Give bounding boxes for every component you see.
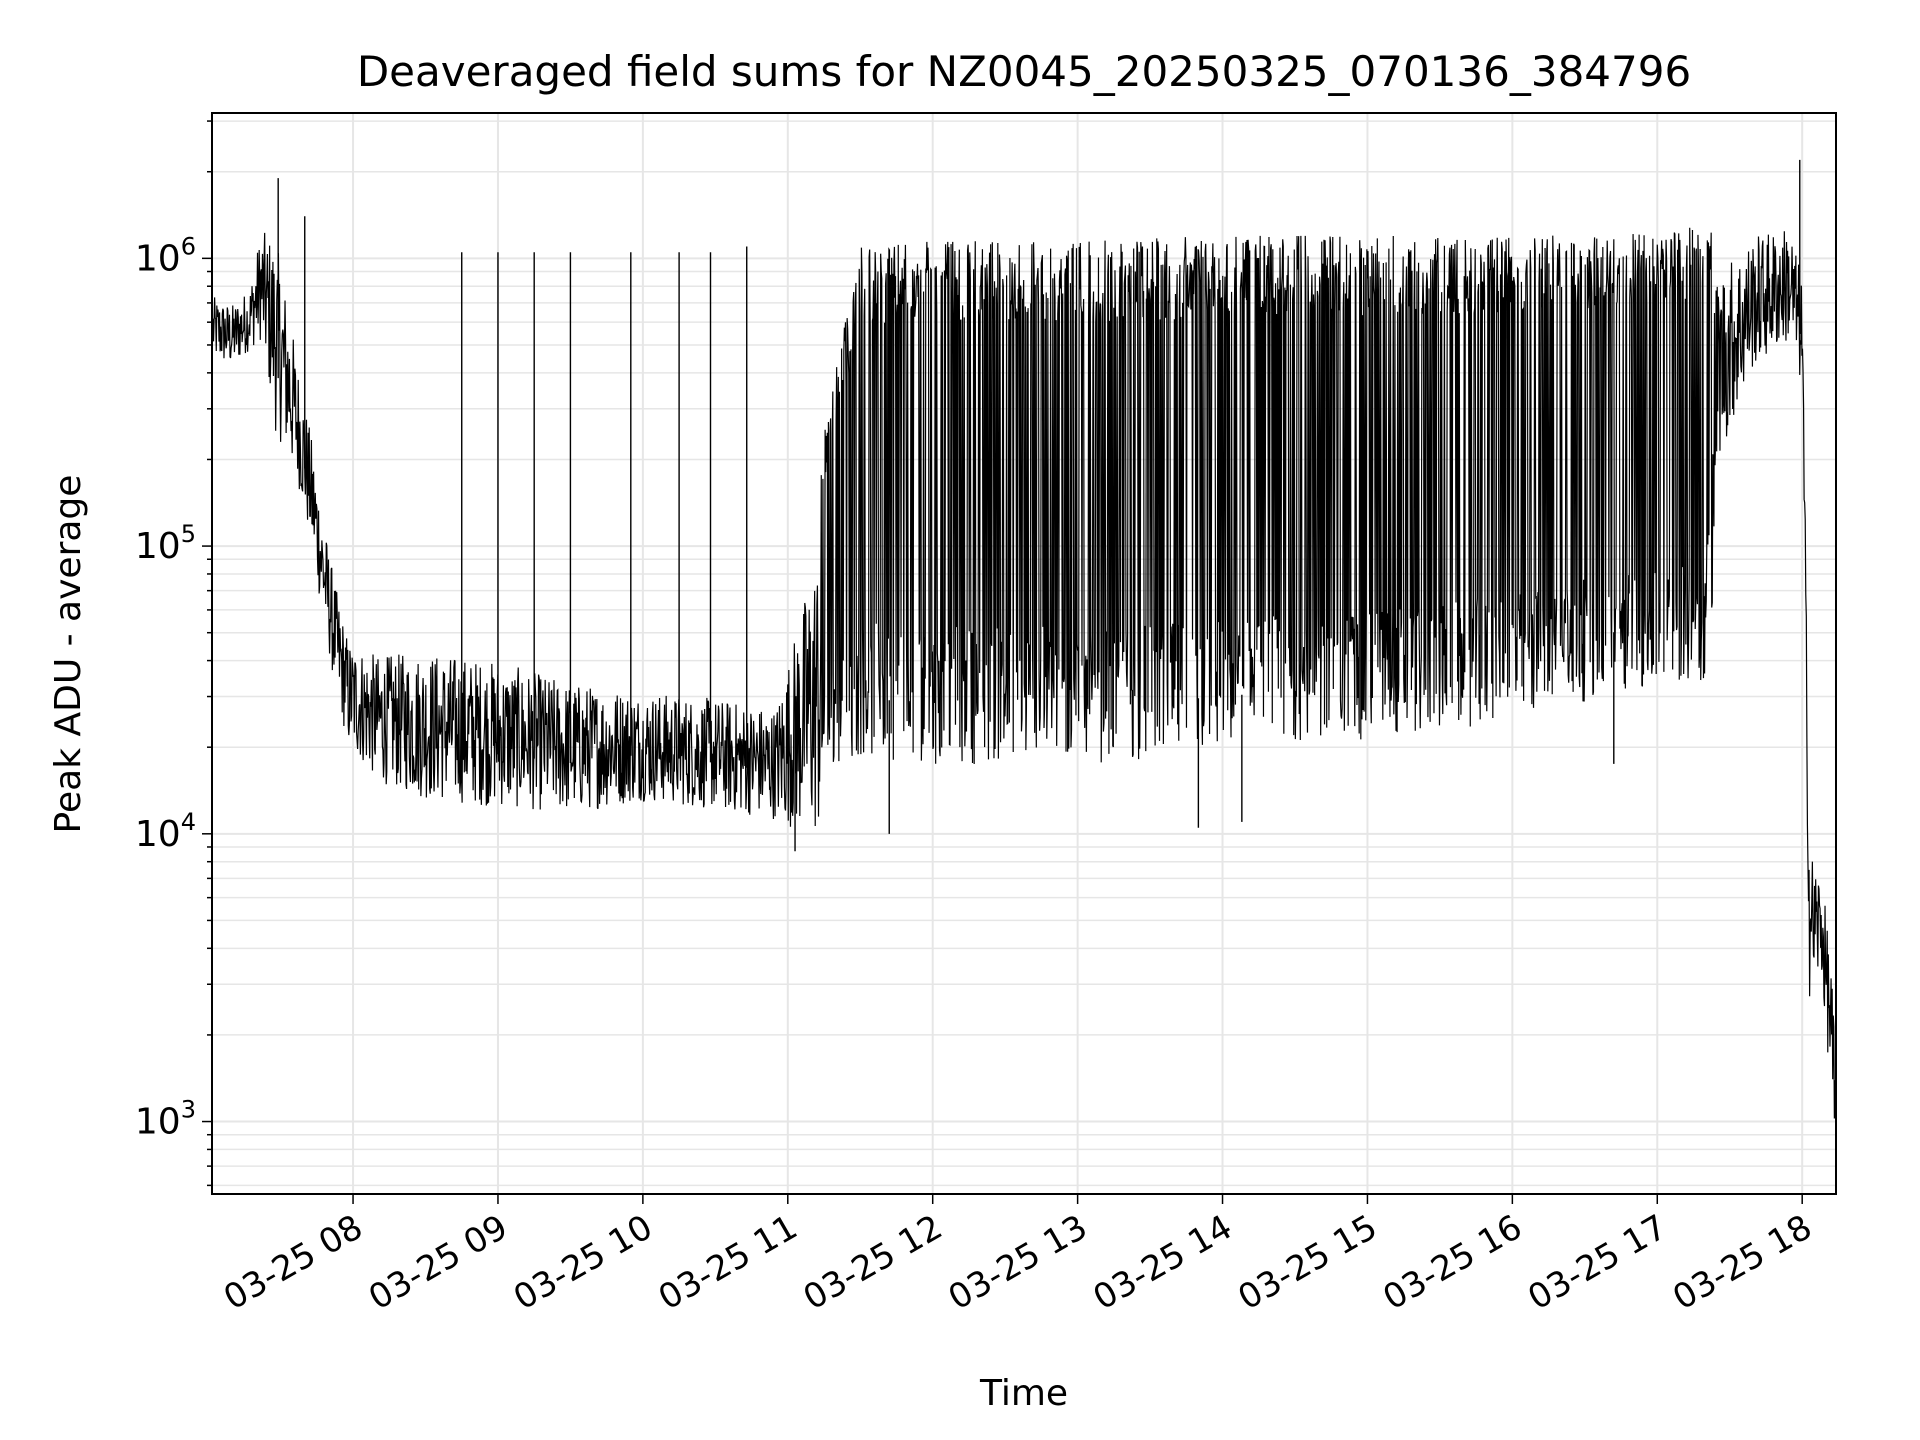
y-tick-label: 106 <box>135 232 196 279</box>
y-axis-label: Peak ADU - average <box>48 475 89 834</box>
y-tick-label: 105 <box>135 520 196 567</box>
y-tick-label: 104 <box>135 808 196 855</box>
y-axis: 103 104 105 106 <box>135 120 212 1187</box>
chart-title: Deaveraged field sums for NZ0045_2025032… <box>357 47 1691 96</box>
x-axis-label: Time <box>979 1373 1068 1414</box>
series-line <box>212 227 1836 1119</box>
y-tick-label: 103 <box>135 1096 196 1143</box>
plot-frame <box>211 112 1837 1195</box>
series-layer <box>212 159 1836 1119</box>
